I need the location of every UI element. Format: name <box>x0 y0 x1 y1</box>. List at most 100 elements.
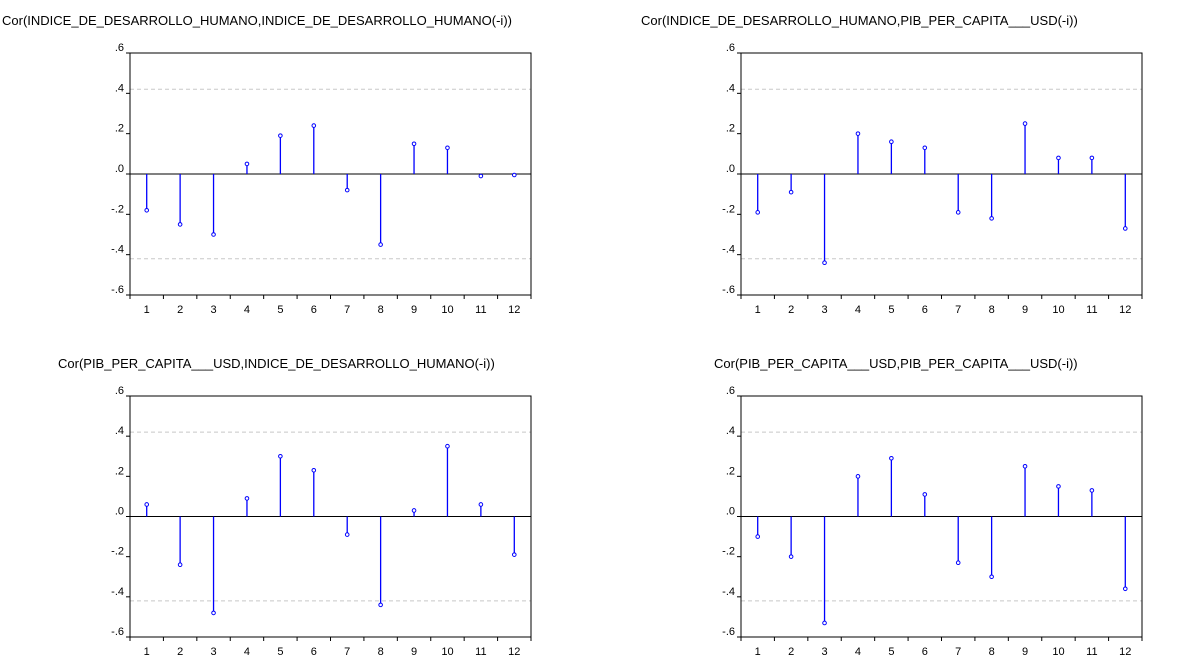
panel-2-y-tick-label: -.2 <box>722 203 735 215</box>
panel-3-spike-marker-5 <box>278 453 283 459</box>
panel-3-x-tick-label: 10 <box>441 646 453 658</box>
panel-1-x-tick-label: 3 <box>210 304 216 316</box>
panel-2-x-tick-label: 8 <box>989 304 995 316</box>
panel-4-x-tick-label: 3 <box>821 646 827 658</box>
panel-4-y-tick-label: -.2 <box>722 546 735 558</box>
panel-3-y-tick-label: -.2 <box>111 546 124 558</box>
panel-2-spike-marker-4 <box>855 131 861 136</box>
panel-4-spike-marker-3 <box>822 620 827 626</box>
panel-2-spike-marker-5 <box>889 139 894 145</box>
panel-2-x-tick-label: 2 <box>788 304 794 316</box>
panel-2-x-tick-label: 11 <box>1086 304 1097 316</box>
panel-3-x-tick-label: 11 <box>475 646 486 658</box>
panel-3-spike-marker-12 <box>511 552 517 557</box>
panel-3-x-tick-label: 12 <box>508 646 520 658</box>
panel-2-spike-marker-8 <box>989 216 994 221</box>
panel-1-spike-marker-6 <box>311 123 317 128</box>
panel-1-x-tick-label: 8 <box>378 304 384 316</box>
panel-2-spike-marker-9 <box>1022 121 1028 126</box>
panel-4-spike-marker-2 <box>788 554 794 559</box>
panel-4-x-tick-label: 9 <box>1022 646 1028 658</box>
panel-4-y-tick-label: .6 <box>726 385 735 397</box>
panel-2-y-tick-label: .6 <box>726 42 735 54</box>
panel-3-x-tick-label: 2 <box>177 646 183 658</box>
panel-2-x-tick-label: 7 <box>955 304 961 316</box>
panel-1-spike-marker-2 <box>177 222 183 227</box>
panel-3-spike-marker-9 <box>411 508 417 513</box>
panel-1-y-tick-label: .4 <box>115 82 124 94</box>
panel-1-y-tick-label: .6 <box>115 42 124 54</box>
panel-3-y-tick-label: .4 <box>115 425 124 437</box>
panel-1-x-tick-label: 6 <box>311 304 317 316</box>
panel-1-y-tick-label: -.6 <box>111 284 124 296</box>
panel-3-spike-marker-6 <box>311 468 317 473</box>
panel-1-x-tick-label: 11 <box>475 304 486 316</box>
panel-2-spike-marker-7 <box>955 210 961 215</box>
panel-1-x-tick-label: 10 <box>441 304 453 316</box>
panel-2-y-tick-label: .0 <box>726 163 735 175</box>
panel-3-y-tick-label: .2 <box>115 465 124 477</box>
panel-4-spike-marker-1 <box>755 534 761 539</box>
panel-3-spike-marker-1 <box>144 502 150 507</box>
panel-1-spike-marker-12 <box>511 172 517 178</box>
panel-3-y-tick-label: .0 <box>115 506 124 518</box>
panel-4-y-tick-label: .4 <box>726 425 735 437</box>
panel-1: Cor(INDICE_DE_DESARROLLO_HUMANO,INDICE_D… <box>2 13 532 316</box>
panel-1-spike-marker-9 <box>411 141 417 147</box>
panel-3-spike-marker-8 <box>378 602 383 608</box>
panel-3-x-tick-label: 7 <box>344 646 350 658</box>
panel-4: Cor(PIB_PER_CAPITA___USD,PIB_PER_CAPITA_… <box>714 356 1143 658</box>
panel-4-spike-marker-5 <box>889 455 894 461</box>
panel-2-y-tick-label: -.6 <box>722 284 735 296</box>
panel-3-spike-marker-7 <box>344 532 350 537</box>
panel-4-x-tick-label: 4 <box>855 646 861 658</box>
panel-1-spike-marker-4 <box>244 161 250 167</box>
panel-4-x-tick-label: 1 <box>755 646 761 658</box>
panel-3-x-tick-label: 3 <box>210 646 216 658</box>
panel-2-spike-marker-10 <box>1056 155 1061 161</box>
panel-2-x-tick-label: 3 <box>821 304 827 316</box>
panel-4-spike-marker-11 <box>1089 488 1095 493</box>
panel-1-x-tick-label: 4 <box>244 304 250 316</box>
panel-4-spike-marker-10 <box>1056 484 1061 489</box>
panel-3-x-tick-label: 6 <box>311 646 317 658</box>
panel-1-x-tick-label: 7 <box>344 304 350 316</box>
panel-3-x-tick-label: 9 <box>411 646 417 658</box>
panel-3-spike-marker-3 <box>211 610 216 616</box>
panel-2-x-tick-label: 9 <box>1022 304 1028 316</box>
panel-2: Cor(INDICE_DE_DESARROLLO_HUMANO,PIB_PER_… <box>641 13 1143 316</box>
panel-3-spike-marker-2 <box>177 562 183 568</box>
panel-4-spike-marker-7 <box>955 560 961 565</box>
panel-1-x-tick-label: 1 <box>144 304 150 316</box>
panel-1-x-tick-label: 9 <box>411 304 417 316</box>
panel-2-x-tick-label: 4 <box>855 304 861 316</box>
panel-4-x-tick-label: 11 <box>1086 646 1097 658</box>
panel-4-y-tick-label: -.6 <box>722 626 735 638</box>
panel-4-spike-marker-9 <box>1022 463 1028 469</box>
panel-3-x-tick-label: 4 <box>244 646 250 658</box>
panel-1-spike-marker-7 <box>344 187 350 193</box>
panel-4-x-tick-label: 6 <box>922 646 928 658</box>
panel-1-spike-marker-5 <box>278 133 283 138</box>
panel-4-x-tick-label: 7 <box>955 646 961 658</box>
panel-1-spike-marker-10 <box>445 145 450 151</box>
panel-1-x-tick-label: 5 <box>277 304 283 316</box>
panel-1-y-tick-label: -.2 <box>111 203 124 215</box>
panel-3-x-tick-label: 1 <box>144 646 150 658</box>
panel-4-x-tick-label: 8 <box>989 646 995 658</box>
panel-1-y-tick-label: .0 <box>115 163 124 175</box>
panel-3-spike-marker-10 <box>445 443 450 449</box>
panel-3-x-tick-label: 8 <box>378 646 384 658</box>
panel-2-y-tick-label: .2 <box>726 123 735 135</box>
panel-3-y-tick-label: -.4 <box>111 586 124 598</box>
panel-4-y-tick-label: -.4 <box>722 586 735 598</box>
panel-2-x-tick-label: 12 <box>1119 304 1131 316</box>
panel-1-spike-marker-3 <box>211 232 216 237</box>
panel-4-x-tick-label: 5 <box>888 646 894 658</box>
panel-2-spike-marker-1 <box>755 210 761 215</box>
panel-2-spike-marker-12 <box>1122 226 1128 231</box>
panel-3: Cor(PIB_PER_CAPITA___USD,INDICE_DE_DESAR… <box>58 356 532 658</box>
panel-2-spike-marker-11 <box>1089 155 1095 161</box>
panel-2-x-tick-label: 1 <box>755 304 761 316</box>
panel-2-y-tick-label: .4 <box>726 82 735 94</box>
